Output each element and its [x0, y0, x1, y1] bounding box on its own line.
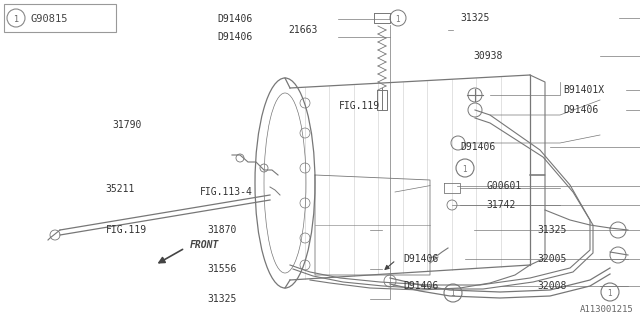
Text: 31325: 31325 — [461, 12, 490, 23]
Text: D91406: D91406 — [218, 32, 253, 42]
Text: 32005: 32005 — [538, 254, 567, 264]
Text: 1: 1 — [451, 290, 456, 299]
Text: 1: 1 — [13, 14, 19, 23]
Text: FRONT: FRONT — [190, 240, 220, 250]
Text: FIG.119: FIG.119 — [339, 100, 380, 111]
Text: G90815: G90815 — [30, 14, 67, 24]
Text: B91401X: B91401X — [563, 84, 604, 95]
Text: G00601: G00601 — [486, 180, 522, 191]
Text: D91406: D91406 — [403, 281, 438, 292]
Text: 35211: 35211 — [106, 184, 135, 194]
FancyBboxPatch shape — [4, 4, 116, 32]
Text: 31870: 31870 — [207, 225, 237, 236]
Text: 1: 1 — [463, 164, 467, 173]
Text: 1: 1 — [607, 289, 612, 298]
Text: D91406: D91406 — [403, 254, 438, 264]
Text: 31325: 31325 — [207, 294, 237, 304]
Text: D91406: D91406 — [218, 14, 253, 24]
Text: 30938: 30938 — [474, 51, 503, 61]
Text: 31325: 31325 — [538, 225, 567, 236]
Text: 21663: 21663 — [288, 25, 317, 36]
Text: 31556: 31556 — [207, 264, 237, 274]
Text: 32008: 32008 — [538, 281, 567, 292]
Text: D91406: D91406 — [563, 105, 598, 116]
Text: FIG.113-4: FIG.113-4 — [200, 187, 253, 197]
Text: A113001215: A113001215 — [580, 305, 634, 314]
Text: 31742: 31742 — [486, 200, 516, 210]
Text: 1: 1 — [396, 14, 401, 23]
Text: D91406: D91406 — [461, 142, 496, 152]
Text: FIG.119: FIG.119 — [106, 225, 147, 236]
Text: 31790: 31790 — [112, 120, 141, 130]
